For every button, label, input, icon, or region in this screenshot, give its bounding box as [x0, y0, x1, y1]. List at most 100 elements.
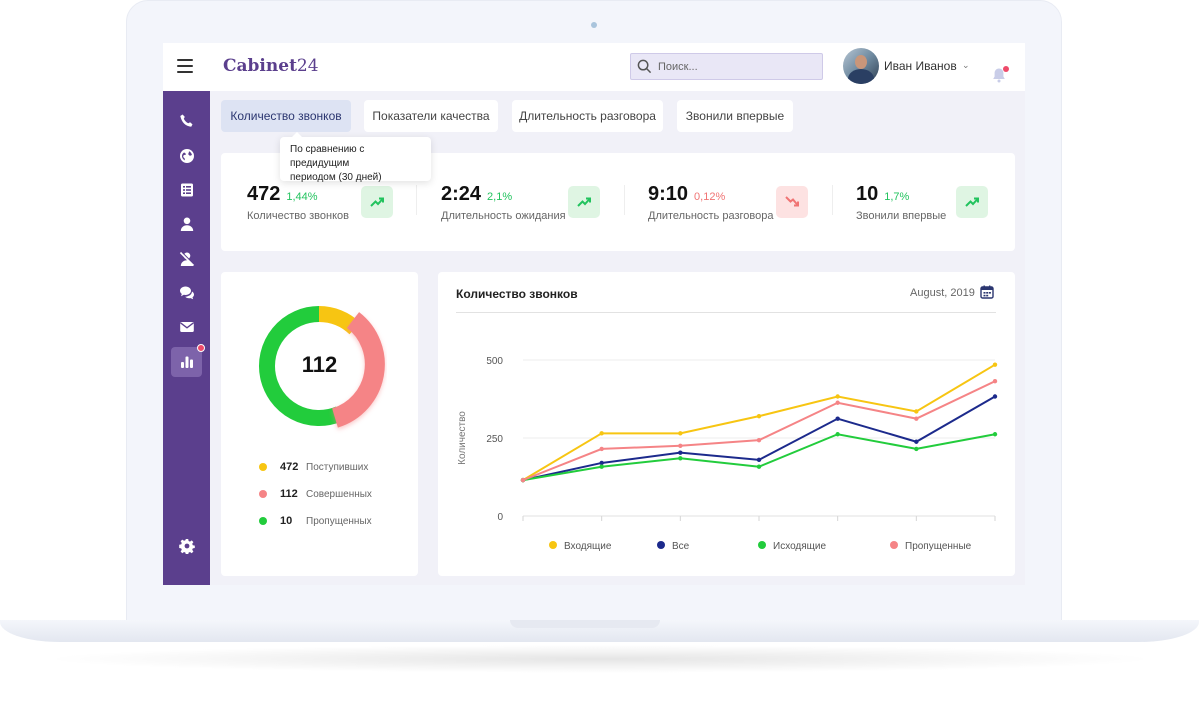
chart-title: Количество звонков — [456, 287, 578, 301]
tab-quality[interactable]: Показатели качества — [364, 100, 498, 132]
stat-divider — [416, 185, 417, 215]
legend-label: Все — [672, 541, 690, 552]
donut-card: 112 472 Поступивших 112 Совершенных 10 П… — [221, 272, 418, 576]
trend-down-icon — [776, 186, 808, 218]
legend-dot — [657, 541, 665, 549]
bar-chart-icon — [180, 356, 193, 368]
globe-icon — [179, 149, 194, 163]
stat-first: 10 1,7% Звонили впервые — [856, 183, 946, 222]
data-point — [756, 457, 762, 463]
legend-num: 472 — [280, 461, 299, 473]
data-point — [678, 450, 683, 455]
menu-icon[interactable] — [177, 59, 193, 73]
line-chart-card: Количество звонков August, 2019 0 250 500 К… — [438, 272, 1015, 576]
data-point — [520, 477, 526, 483]
stat-value: 2:24 — [441, 183, 482, 205]
user-icon — [180, 217, 193, 231]
comparison-tooltip: По сравнению с предидущим периодом (30 д… — [280, 132, 431, 183]
laptop-notch — [510, 620, 660, 628]
data-point — [992, 432, 998, 437]
sidebar-item-settings[interactable] — [171, 531, 202, 561]
tooltip-line: периодом (30 дней) — [290, 172, 382, 183]
legend-dot — [259, 517, 267, 525]
data-point — [599, 464, 604, 469]
data-point — [756, 464, 762, 469]
search-box[interactable] — [630, 53, 823, 80]
search-input[interactable] — [658, 60, 808, 73]
user-block-icon — [179, 251, 194, 267]
legend-dot — [549, 541, 557, 549]
sidebar — [163, 91, 210, 585]
data-point — [914, 409, 919, 414]
legend-label: Исходящие — [773, 541, 826, 552]
legend-label: Пропущенных — [306, 515, 372, 527]
tab-call-count[interactable]: Количество звонков — [221, 100, 351, 132]
sidebar-item-list[interactable] — [171, 175, 202, 205]
legend-label: Входящие — [564, 541, 612, 552]
legend-dot — [259, 463, 267, 471]
sidebar-item-user-block[interactable] — [171, 244, 202, 274]
stat-percent: 0,12% — [694, 191, 726, 203]
data-point — [599, 431, 604, 436]
tooltip-line: По сравнению с предидущим — [290, 144, 365, 169]
notification-dot — [1003, 66, 1009, 72]
y-tick-label: 0 — [497, 512, 503, 523]
sidebar-item-mail[interactable] — [171, 312, 202, 342]
trend-up-icon — [568, 186, 600, 218]
logo-number: 24 — [296, 56, 319, 76]
data-point — [678, 443, 683, 448]
line-chart: 0 250 500 Количество Входящие Все Исходящие Про… — [457, 356, 998, 552]
stat-label: Звонили впервые — [856, 210, 947, 222]
mail-icon — [179, 322, 194, 332]
trend-up-icon — [956, 186, 988, 218]
series-line — [522, 363, 996, 481]
stat-calls: 472 1,44% Количество звонков — [247, 183, 349, 222]
data-point — [992, 394, 998, 399]
data-point — [835, 400, 840, 405]
gear-icon — [178, 539, 195, 554]
data-point — [756, 437, 762, 443]
data-point — [914, 439, 919, 444]
data-point — [835, 394, 840, 399]
tab-first-call[interactable]: Звонили впервые — [677, 100, 793, 132]
chevron-down-icon[interactable]: ⌄ — [962, 60, 970, 70]
chart-divider — [456, 312, 996, 313]
data-point — [756, 413, 762, 419]
donut-center-value: 112 — [301, 352, 338, 377]
bell-icon[interactable] — [991, 67, 1007, 83]
camera-dot — [591, 22, 597, 28]
screen: Cabinet24 Иван Иванов ⌄ — [163, 43, 1025, 585]
data-point — [599, 460, 604, 466]
legend-label: Поступивших — [306, 461, 369, 473]
sidebar-item-calls[interactable] — [171, 106, 202, 136]
sidebar-item-user[interactable] — [171, 209, 202, 239]
stat-percent: 2,1% — [487, 191, 513, 203]
avatar[interactable] — [843, 48, 879, 84]
calendar-icon[interactable] — [980, 285, 994, 299]
y-tick-label: 500 — [486, 356, 503, 367]
data-point — [835, 432, 840, 437]
top-bar: Cabinet24 Иван Иванов ⌄ — [163, 43, 1025, 91]
stat-label: Длительность разговора — [648, 210, 774, 222]
trend-up-icon — [361, 186, 393, 218]
sidebar-item-chat[interactable] — [171, 278, 202, 308]
legend-dot — [259, 490, 267, 498]
logo[interactable]: Cabinet24 — [223, 56, 319, 76]
donut-segment-salmon — [331, 312, 385, 428]
donut-segment-green — [259, 306, 343, 426]
legend-item: 10 Пропущенных — [259, 513, 372, 529]
sidebar-item-globe[interactable] — [171, 141, 202, 171]
data-point — [835, 416, 840, 421]
user-name[interactable]: Иван Иванов — [884, 59, 957, 73]
data-point — [678, 456, 683, 461]
tab-duration[interactable]: Длительность разговора — [512, 100, 663, 132]
stat-percent: 1,7% — [884, 191, 910, 203]
stat-label: Количество звонков — [247, 210, 349, 222]
logo-text: Cabinet — [223, 56, 297, 76]
legend-dot — [890, 541, 898, 549]
sidebar-item-analytics[interactable] — [171, 344, 205, 377]
list-icon — [180, 183, 193, 197]
stat-divider — [832, 185, 833, 215]
data-point — [678, 431, 683, 436]
stat-value: 9:10 — [648, 183, 689, 205]
